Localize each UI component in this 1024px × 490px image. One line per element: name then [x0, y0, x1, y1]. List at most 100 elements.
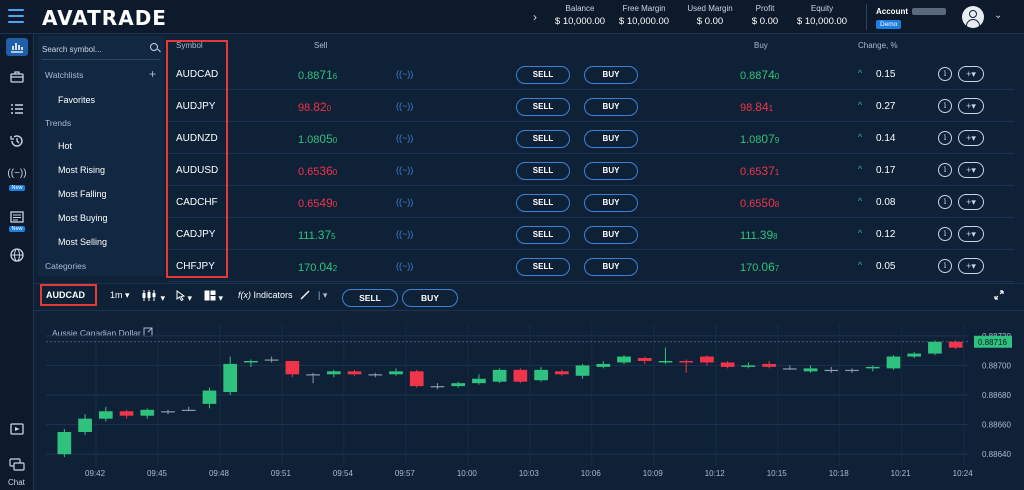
- chart-buy-button[interactable]: BUY: [402, 289, 458, 307]
- signal-icon[interactable]: ((~)): [396, 165, 414, 175]
- sell-price[interactable]: 0.88716: [298, 68, 337, 82]
- sell-button[interactable]: SELL: [516, 258, 570, 276]
- sell-button[interactable]: SELL: [516, 194, 570, 212]
- add-menu-icon[interactable]: +▾: [958, 162, 984, 178]
- sell-price[interactable]: 0.65490: [298, 196, 337, 210]
- signal-icon[interactable]: ((~)): [396, 101, 414, 111]
- buy-button[interactable]: BUY: [584, 130, 638, 148]
- trend-most-falling[interactable]: Most Falling: [58, 189, 107, 199]
- buy-price[interactable]: 1.08079: [740, 132, 779, 146]
- buy-column-header[interactable]: Buy: [754, 41, 768, 50]
- info-icon[interactable]: i: [938, 67, 952, 81]
- sell-price[interactable]: 1.08050: [298, 132, 337, 146]
- rail-globe-icon[interactable]: [6, 246, 28, 264]
- rail-chart-icon[interactable]: [6, 38, 28, 56]
- info-icon[interactable]: i: [938, 227, 952, 241]
- buy-button[interactable]: BUY: [584, 98, 638, 116]
- trend-hot[interactable]: Hot: [58, 141, 73, 151]
- cursor-select[interactable]: ▾: [176, 290, 192, 304]
- info-icon[interactable]: i: [938, 131, 952, 145]
- table-row[interactable]: AUDNZD 1.08050 ((~)) SELL BUY 1.08079 ^ 0.14 i +▾: [168, 122, 1014, 154]
- add-menu-icon[interactable]: +▾: [958, 258, 984, 274]
- buy-button[interactable]: BUY: [584, 258, 638, 276]
- trend-most-buying[interactable]: Most Buying: [58, 213, 108, 223]
- add-menu-icon[interactable]: +▾: [958, 194, 984, 210]
- signal-icon[interactable]: ((~)): [396, 133, 414, 143]
- rail-news-icon[interactable]: [6, 208, 28, 226]
- buy-price[interactable]: 0.65508: [740, 196, 779, 210]
- sell-column-header[interactable]: Sell: [314, 41, 328, 50]
- table-row[interactable]: CADJPY 111.375 ((~)) SELL BUY 111.398 ^ 0.12 i +▾: [168, 218, 1014, 250]
- rail-chat-icon[interactable]: [6, 456, 28, 474]
- buy-price[interactable]: 98.841: [740, 100, 773, 114]
- chart-symbol[interactable]: AUDCAD: [46, 290, 85, 300]
- add-menu-icon[interactable]: +▾: [958, 226, 984, 242]
- add-menu-icon[interactable]: +▾: [958, 66, 984, 82]
- sell-button[interactable]: SELL: [516, 98, 570, 116]
- info-icon[interactable]: i: [938, 259, 952, 273]
- buy-button[interactable]: BUY: [584, 162, 638, 180]
- symbol-name[interactable]: AUDNZD: [176, 133, 218, 144]
- search-icon[interactable]: [150, 43, 158, 51]
- table-row[interactable]: CHFJPY 170.042 ((~)) SELL BUY 170.067 ^ 0.05 i +▾: [168, 250, 1014, 282]
- chevron-right-icon[interactable]: ›: [533, 10, 537, 24]
- timeframe-select[interactable]: 1m ▾: [110, 290, 130, 300]
- trend-most-rising[interactable]: Most Rising: [58, 165, 106, 175]
- chat-label[interactable]: Chat: [8, 478, 25, 487]
- chart-sell-button[interactable]: SELL: [342, 289, 398, 307]
- symbol-name[interactable]: AUDCAD: [176, 69, 219, 80]
- drawing-tool-select[interactable]: [300, 290, 310, 302]
- buy-price[interactable]: 0.65371: [740, 164, 779, 178]
- symbol-column-header[interactable]: Symbol: [176, 41, 203, 50]
- trend-most-selling[interactable]: Most Selling: [58, 237, 108, 247]
- symbol-name[interactable]: CADJPY: [176, 229, 216, 240]
- add-menu-icon[interactable]: +▾: [958, 130, 984, 146]
- change-column-header[interactable]: Change, %: [858, 41, 898, 50]
- menu-icon[interactable]: [8, 9, 24, 23]
- buy-button[interactable]: BUY: [584, 66, 638, 84]
- signal-icon[interactable]: ((~)): [396, 229, 414, 239]
- sell-button[interactable]: SELL: [516, 130, 570, 148]
- sell-price[interactable]: 111.375: [298, 228, 336, 242]
- drawing-tool-dropdown-icon[interactable]: | ▾: [318, 290, 328, 300]
- buy-button[interactable]: BUY: [584, 226, 638, 244]
- add-menu-icon[interactable]: +▾: [958, 98, 984, 114]
- info-icon[interactable]: i: [938, 163, 952, 177]
- rail-portfolio-icon[interactable]: [6, 68, 28, 86]
- fullscreen-icon[interactable]: [994, 290, 1004, 302]
- symbol-name[interactable]: AUDUSD: [176, 165, 219, 176]
- chart-title-popout-icon[interactable]: [143, 327, 153, 337]
- table-row[interactable]: CADCHF 0.65490 ((~)) SELL BUY 0.65508 ^ 0.08 i +▾: [168, 186, 1014, 218]
- signal-icon[interactable]: ((~)): [396, 261, 414, 271]
- signal-icon[interactable]: ((~)): [396, 69, 414, 79]
- sell-button[interactable]: SELL: [516, 66, 570, 84]
- info-icon[interactable]: i: [938, 195, 952, 209]
- buy-price[interactable]: 111.398: [740, 228, 778, 242]
- sell-price[interactable]: 170.042: [298, 260, 337, 274]
- candle-type-select[interactable]: ▾: [142, 290, 165, 304]
- chevron-down-icon[interactable]: ⌄: [994, 10, 1003, 21]
- watchlist-favorites[interactable]: Favorites: [58, 95, 96, 105]
- symbol-name[interactable]: CHFJPY: [176, 261, 215, 272]
- buy-button[interactable]: BUY: [584, 194, 638, 212]
- symbol-name[interactable]: CADCHF: [176, 197, 218, 208]
- layout-select[interactable]: ▾: [204, 290, 223, 304]
- user-avatar-icon[interactable]: [962, 6, 984, 28]
- rail-signals-icon[interactable]: ((~)): [7, 168, 27, 179]
- add-watchlist-icon[interactable]: +: [148, 67, 156, 81]
- rail-list-icon[interactable]: [6, 100, 28, 118]
- buy-price[interactable]: 0.88740: [740, 68, 779, 82]
- signal-icon[interactable]: ((~)): [396, 197, 414, 207]
- sell-button[interactable]: SELL: [516, 226, 570, 244]
- account-info[interactable]: Account Demo: [876, 5, 946, 29]
- table-row[interactable]: AUDJPY 98.820 ((~)) SELL BUY 98.841 ^ 0.27 i +▾: [168, 90, 1014, 122]
- buy-price[interactable]: 170.067: [740, 260, 779, 274]
- symbol-name[interactable]: AUDJPY: [176, 101, 216, 112]
- search-box[interactable]: [42, 40, 160, 60]
- table-row[interactable]: AUDCAD 0.88716 ((~)) SELL BUY 0.88740 ^ 0.15 i +▾: [168, 58, 1014, 90]
- search-input[interactable]: [42, 40, 142, 58]
- price-chart[interactable]: Aussie Canadian Dollar 0.886400.886600.8…: [38, 316, 1020, 488]
- sell-price[interactable]: 0.65360: [298, 164, 337, 178]
- sell-button[interactable]: SELL: [516, 162, 570, 180]
- sell-price[interactable]: 98.820: [298, 100, 331, 114]
